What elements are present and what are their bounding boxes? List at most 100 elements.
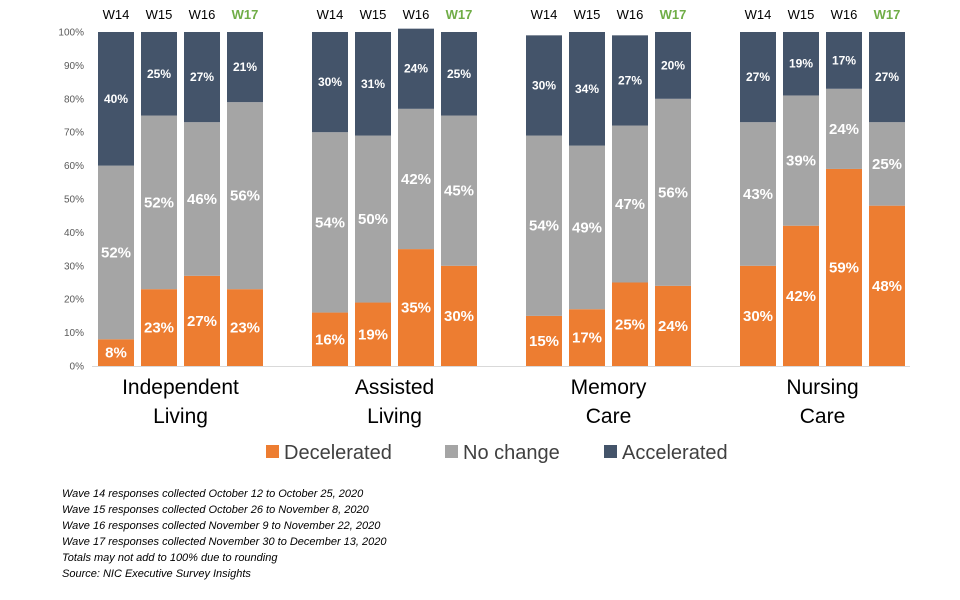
wave-label: W17 (446, 7, 473, 22)
y-tick-label: 10% (64, 328, 84, 339)
footnote-source: Source: NIC Executive Survey Insights (62, 568, 251, 580)
y-tick-label: 30% (64, 261, 84, 272)
bar-segment-no-change (141, 115, 177, 290)
data-label: 30% (444, 308, 474, 325)
y-tick-label: 80% (64, 94, 84, 105)
bar-segment-no-change (184, 122, 220, 276)
bar-segment-no-change (398, 108, 434, 250)
wave-label: W15 (574, 7, 601, 22)
data-label: 30% (318, 75, 342, 89)
footnote-rounding: Totals may not add to 100% due to roundi… (62, 552, 278, 564)
data-label: 34% (575, 82, 599, 96)
y-tick-label: 0% (70, 362, 85, 373)
wave-label: W15 (788, 7, 815, 22)
y-tick-label: 20% (64, 295, 84, 306)
category-label: Care (800, 405, 846, 428)
bar-segment-decelerated (98, 339, 134, 366)
data-label: 59% (829, 259, 859, 276)
legend-label: Decelerated (284, 442, 392, 464)
data-label: 30% (532, 78, 556, 92)
data-label: 8% (105, 345, 127, 362)
y-tick-label: 90% (64, 61, 84, 72)
bar-segment-accelerated (312, 32, 348, 133)
bar-segment-accelerated (355, 32, 391, 136)
data-label: 24% (829, 121, 859, 138)
bar-segment-accelerated (526, 35, 562, 136)
wave-label: W16 (831, 7, 858, 22)
bar-segment-accelerated (612, 35, 648, 126)
category-label: Assisted (355, 376, 434, 399)
data-label: 56% (230, 188, 260, 205)
bar-segment-accelerated (184, 32, 220, 123)
bar-segment-no-change (441, 115, 477, 266)
bar-segment-no-change (227, 102, 263, 290)
data-label: 48% (872, 278, 902, 295)
footnote-wave-17: Wave 17 responses collected November 30 … (62, 536, 387, 548)
category-label: Living (153, 405, 208, 428)
bar-segment-accelerated (227, 32, 263, 103)
data-label: 17% (832, 53, 856, 67)
bar-segment-decelerated (826, 168, 862, 366)
bar-segment-decelerated (398, 249, 434, 366)
bar-segment-decelerated (569, 309, 605, 366)
category-label: Living (367, 405, 422, 428)
legend-swatch (266, 445, 279, 458)
data-label: 25% (615, 316, 645, 333)
bar-segment-accelerated (740, 32, 776, 123)
data-label: 54% (529, 218, 559, 235)
data-label: 23% (230, 320, 260, 337)
bar-segment-decelerated (184, 275, 220, 366)
bar-segment-decelerated (783, 225, 819, 366)
legend-swatch (445, 445, 458, 458)
category-label: Independent (122, 376, 239, 399)
data-label: 52% (144, 194, 174, 211)
data-label: 46% (187, 191, 217, 208)
bar-segment-accelerated (869, 32, 905, 123)
y-tick-label: 60% (64, 161, 84, 172)
wave-label: W16 (617, 7, 644, 22)
data-label: 45% (444, 183, 474, 200)
bar-segment-decelerated (227, 289, 263, 366)
bar-segment-decelerated (869, 205, 905, 366)
bar-segment-decelerated (655, 285, 691, 366)
data-label: 39% (786, 153, 816, 170)
bar-segment-decelerated (740, 265, 776, 366)
wave-label: W14 (745, 7, 772, 22)
wave-label: W14 (531, 7, 558, 22)
legend-swatch (604, 445, 617, 458)
data-label: 16% (315, 331, 345, 348)
data-label: 49% (572, 219, 602, 236)
wave-label: W17 (232, 7, 259, 22)
data-label: 19% (789, 57, 813, 71)
legend-label: Accelerated (622, 442, 728, 464)
data-label: 17% (572, 330, 602, 347)
bar-segment-decelerated (355, 302, 391, 366)
bar-segment-accelerated (141, 32, 177, 116)
footnote-wave-15: Wave 15 responses collected October 26 t… (62, 504, 369, 516)
stacked-bar-chart: 0% 10% 20% 30% 40% 50% 60% 70% 80% 90% 100% W14 8% 52… (58, 7, 910, 464)
bar-segment-accelerated (569, 32, 605, 146)
wave-label: W15 (360, 7, 387, 22)
data-label: 31% (361, 77, 385, 91)
bar-segment-no-change (98, 165, 134, 340)
data-label: 54% (315, 214, 345, 231)
data-label: 25% (147, 67, 171, 81)
y-tick-label: 50% (64, 195, 84, 206)
data-label: 27% (618, 73, 642, 87)
y-tick-label: 70% (64, 128, 84, 139)
bar-segment-accelerated (398, 28, 434, 109)
data-label: 27% (746, 70, 770, 84)
data-label: 19% (358, 326, 388, 343)
bar-segment-no-change (355, 135, 391, 303)
data-label: 43% (743, 186, 773, 203)
bar-segment-no-change (612, 125, 648, 283)
bar-segment-accelerated (783, 32, 819, 96)
wave-label: W14 (317, 7, 344, 22)
bar-segment-no-change (569, 145, 605, 310)
bar-segment-decelerated (312, 312, 348, 366)
data-label: 20% (661, 58, 685, 72)
data-label: 23% (144, 320, 174, 337)
footnotes: Wave 14 responses collected October 12 t… (62, 486, 386, 582)
category-label: Care (586, 405, 632, 428)
bar-segment-decelerated (141, 289, 177, 366)
